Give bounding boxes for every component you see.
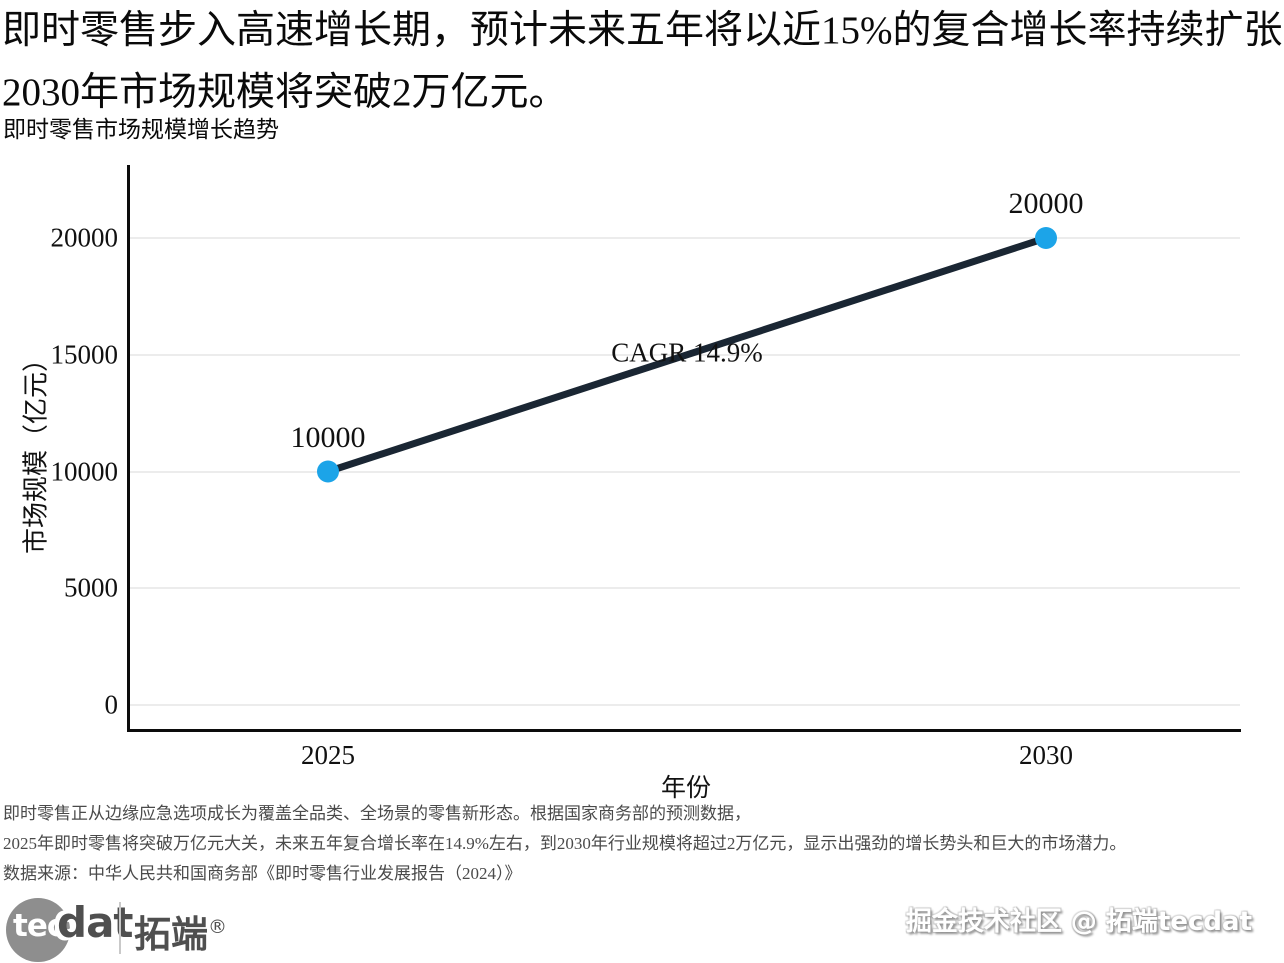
grid-line — [130, 587, 1240, 590]
chart-title: 即时零售市场规模增长趋势 — [3, 117, 279, 142]
y-tick-label: 5000 — [64, 572, 118, 603]
tecdat-logo: tec dat 拓端® — [0, 890, 320, 963]
y-axis-spine — [127, 165, 130, 732]
headline: 即时零售步入高速增长期，预计未来五年将以近15%的复合增长率持续扩张， 2030… — [2, 0, 1284, 124]
source-note: 数据来源：中华人民共和国商务部《即时零售行业发展报告（2024）》 — [3, 864, 522, 883]
logo-tec-text: tec — [13, 908, 65, 944]
y-tick-label: 0 — [104, 689, 119, 720]
footnote-1: 即时零售正从边缘应急选项成长为覆盖全品类、全场景的零售新形态。根据国家商务部的预… — [3, 804, 751, 823]
y-tick-label: 15000 — [50, 339, 119, 370]
x-axis-spine — [127, 729, 1241, 732]
x-tick-label: 2025 — [301, 740, 355, 770]
headline-line-2: 2030年市场规模将突破2万亿元。 — [2, 71, 568, 114]
logo-cn-chars: 拓端 — [134, 913, 208, 956]
y-tick-label: 10000 — [50, 456, 119, 486]
registered-mark-icon: ® — [208, 916, 227, 938]
y-axis-label: 市场规模（亿元） — [21, 345, 51, 555]
watermark: 掘金技术社区 @ 拓端tecdat — [905, 907, 1252, 937]
footnote-2: 2025年即时零售将突破万亿元大关，未来五年复合增长率在14.9%左右，到203… — [3, 834, 1127, 853]
footnotes: 即时零售正从边缘应急选项成长为覆盖全品类、全场景的零售新形态。根据国家商务部的预… — [3, 799, 1126, 889]
y-tick-label: 20000 — [50, 222, 119, 253]
x-tick-label: 2030 — [1019, 740, 1073, 770]
data-point-label: 10000 — [290, 420, 366, 454]
headline-line-1: 即时零售步入高速增长期，预计未来五年将以近15%的复合增长率持续扩张， — [2, 9, 1284, 52]
logo-divider — [119, 902, 121, 954]
grid-line — [130, 470, 1240, 473]
cagr-annotation: CAGR 14.9% — [611, 337, 763, 368]
data-point-label: 20000 — [1008, 187, 1084, 220]
grid-line — [130, 704, 1240, 706]
logo-dat-text: dat — [57, 898, 133, 947]
logo-circle — [6, 898, 70, 962]
logo-cn-text: 拓端® — [134, 904, 227, 958]
grid-line — [130, 237, 1240, 239]
x-axis-label: 年份 — [660, 775, 712, 802]
